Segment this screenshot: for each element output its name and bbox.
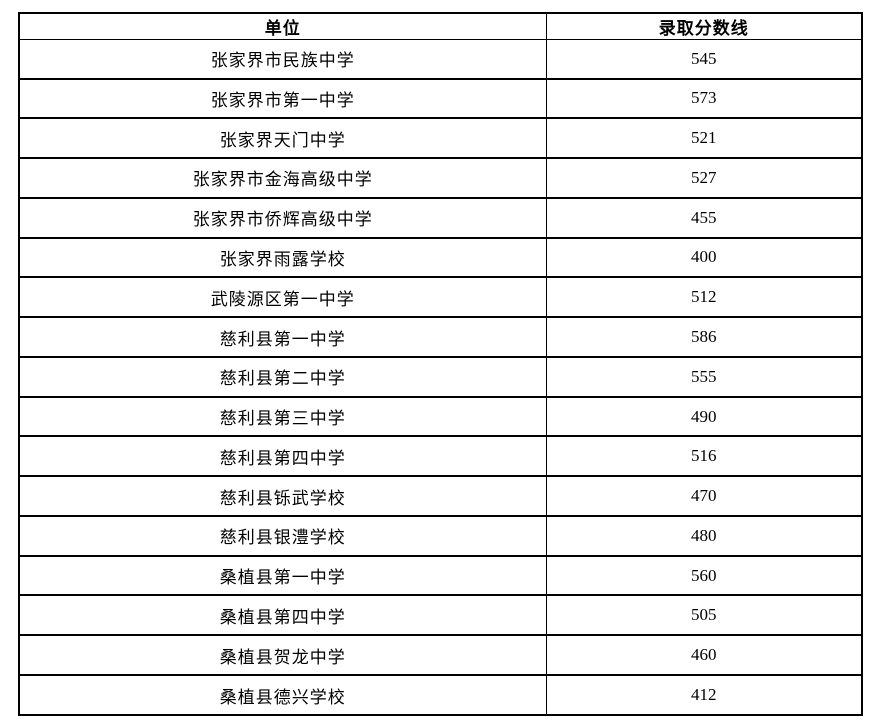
school-cell: 慈利县第三中学	[18, 395, 547, 438]
header-school-column: 单位	[18, 12, 547, 40]
score-cell: 560	[545, 554, 863, 597]
score-cell: 512	[545, 276, 863, 319]
score-cell: 400	[545, 236, 863, 279]
table-row: 慈利县第二中学 555	[18, 355, 863, 398]
table-body: 张家界市民族中学 545 张家界市第一中学 573 张家界天门中学 521 张家…	[18, 38, 863, 716]
score-cell: 586	[545, 316, 863, 358]
table-header: 单位 录取分数线	[18, 12, 863, 40]
score-cell: 470	[545, 475, 863, 517]
score-cell: 460	[545, 634, 863, 677]
table-row: 张家界天门中学 521	[18, 117, 863, 160]
admission-score-table: 单位 录取分数线 张家界市民族中学 545 张家界市第一中学 573 张家界天门…	[18, 12, 863, 716]
score-cell: 505	[545, 594, 863, 637]
score-cell: 516	[545, 435, 863, 478]
score-cell: 490	[545, 395, 863, 438]
table-row: 张家界市金海高级中学 527	[18, 157, 863, 199]
score-cell: 455	[545, 196, 863, 239]
table-row: 慈利县银澧学校 480	[18, 514, 863, 557]
school-cell: 慈利县第四中学	[18, 435, 547, 478]
score-cell: 412	[545, 674, 863, 716]
header-score-column: 录取分数线	[545, 12, 863, 40]
table-row: 慈利县第三中学 490	[18, 395, 863, 438]
score-cell: 480	[545, 514, 863, 557]
table-row: 张家界雨露学校 400	[18, 236, 863, 279]
score-cell: 527	[545, 157, 863, 199]
table-row: 慈利县铄武学校 470	[18, 475, 863, 517]
school-cell: 慈利县铄武学校	[18, 475, 547, 517]
school-cell: 桑植县第四中学	[18, 594, 547, 637]
school-cell: 张家界天门中学	[18, 117, 547, 160]
table-row: 张家界市第一中学 573	[18, 77, 863, 120]
school-cell: 张家界市第一中学	[18, 77, 547, 120]
table-row: 慈利县第一中学 586	[18, 316, 863, 358]
school-cell: 慈利县第一中学	[18, 316, 547, 358]
school-cell: 桑植县第一中学	[18, 554, 547, 597]
table-row: 桑植县第四中学 505	[18, 594, 863, 637]
table-row: 桑植县第一中学 560	[18, 554, 863, 597]
school-cell: 桑植县贺龙中学	[18, 634, 547, 677]
table-row: 张家界市侨辉高级中学 455	[18, 196, 863, 239]
table-row: 张家界市民族中学 545	[18, 38, 863, 80]
school-cell: 张家界雨露学校	[18, 236, 547, 279]
school-cell: 桑植县德兴学校	[18, 674, 547, 716]
school-cell: 武陵源区第一中学	[18, 276, 547, 319]
table-row: 桑植县德兴学校 412	[18, 674, 863, 716]
score-cell: 555	[545, 355, 863, 398]
score-cell: 545	[545, 38, 863, 80]
table-row: 慈利县第四中学 516	[18, 435, 863, 478]
table-row: 武陵源区第一中学 512	[18, 276, 863, 319]
school-cell: 张家界市民族中学	[18, 38, 547, 80]
school-cell: 张家界市侨辉高级中学	[18, 196, 547, 239]
table-row: 桑植县贺龙中学 460	[18, 634, 863, 677]
school-cell: 慈利县第二中学	[18, 355, 547, 398]
school-cell: 慈利县银澧学校	[18, 514, 547, 557]
score-cell: 573	[545, 77, 863, 120]
header-row: 单位 录取分数线	[18, 12, 863, 40]
score-cell: 521	[545, 117, 863, 160]
school-cell: 张家界市金海高级中学	[18, 157, 547, 199]
